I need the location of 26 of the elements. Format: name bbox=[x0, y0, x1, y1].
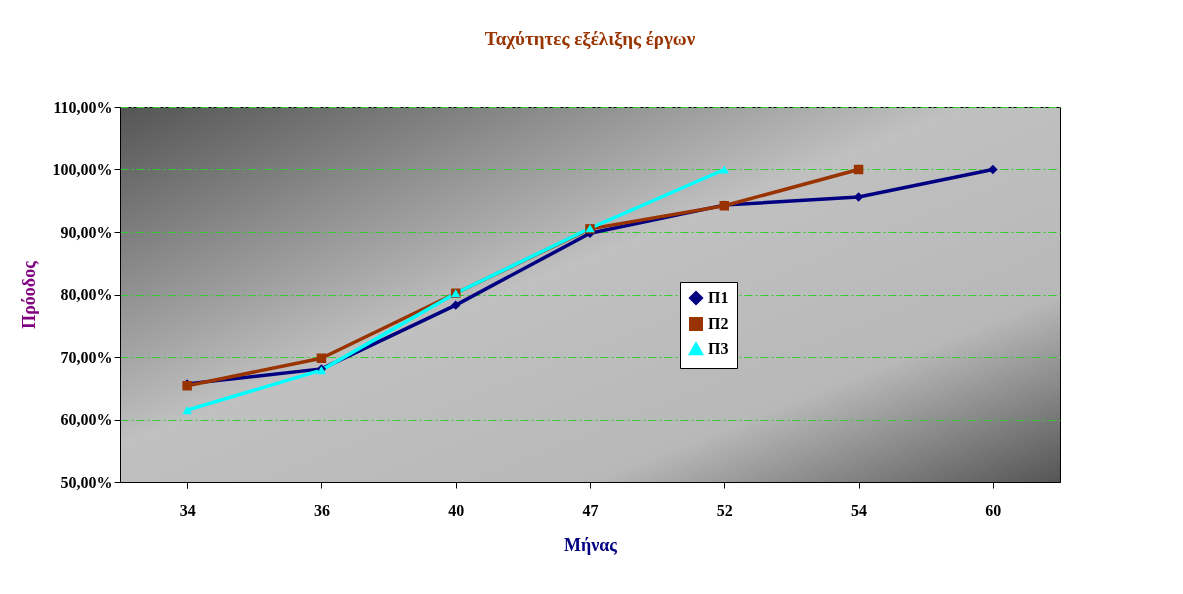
y-tick-label: 60,00% bbox=[60, 411, 113, 428]
x-tick-label: 54 bbox=[851, 501, 868, 519]
legend-label: Π1 bbox=[708, 289, 729, 306]
y-tick-label: 50,00% bbox=[60, 473, 113, 491]
point bbox=[988, 164, 998, 175]
point bbox=[182, 406, 192, 415]
y-tick-label: 100,00% bbox=[52, 161, 113, 178]
chart-title: Ταχύτητες εξέλιξης έργων bbox=[484, 28, 696, 50]
point bbox=[853, 164, 864, 175]
x-axis-title: Μήνας bbox=[564, 534, 618, 555]
y-tick-label: 80,00% bbox=[60, 286, 113, 303]
x-tick-label: 47 bbox=[582, 501, 599, 519]
point bbox=[450, 300, 461, 310]
legend-label: Π3 bbox=[708, 340, 729, 357]
y-tick-label: 90,00% bbox=[60, 223, 113, 241]
point bbox=[316, 353, 327, 363]
x-tick-label: 52 bbox=[716, 501, 733, 519]
legend-label: Π2 bbox=[708, 315, 729, 332]
x-tick-label: 34 bbox=[179, 501, 196, 519]
y-axis-title: Πρόοδος bbox=[18, 260, 39, 329]
x-tick-label: 36 bbox=[313, 501, 330, 519]
x-tick-label: 60 bbox=[985, 501, 1002, 519]
point bbox=[719, 165, 730, 174]
y-tick-label: 110,00% bbox=[53, 98, 113, 116]
x-tick-label: 40 bbox=[448, 501, 465, 519]
y-tick-label: 70,00% bbox=[60, 348, 113, 366]
